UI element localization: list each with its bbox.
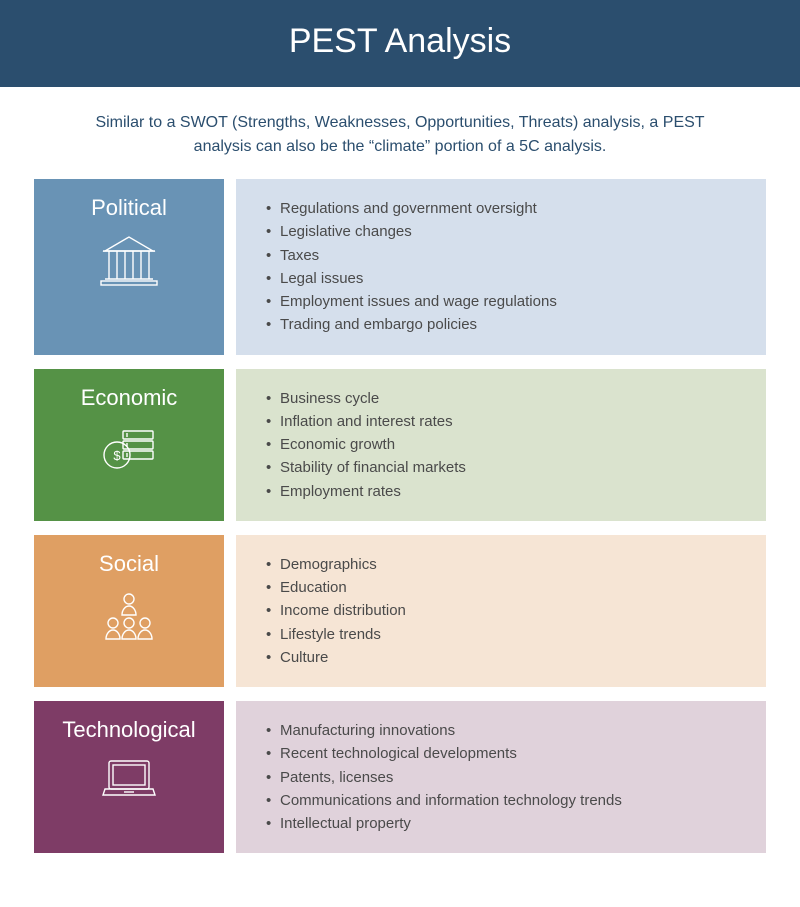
- list-item: Legal issues: [266, 267, 557, 290]
- row-political-list: Regulations and government oversight Leg…: [266, 197, 557, 337]
- list-item: Employment rates: [266, 480, 466, 503]
- list-item: Manufacturing innovations: [266, 719, 622, 742]
- subtitle-text: Similar to a SWOT (Strengths, Weaknesses…: [95, 114, 704, 155]
- row-social-label: Social: [99, 551, 159, 577]
- row-technological-left: Technological: [34, 701, 224, 853]
- row-social-left: Social: [34, 535, 224, 687]
- list-item: Trading and embargo policies: [266, 313, 557, 336]
- list-item: Regulations and government oversight: [266, 197, 557, 220]
- row-economic-label: Economic: [81, 385, 178, 411]
- laptop-icon: [97, 755, 161, 803]
- row-technological: Technological Manufacturing innovations …: [34, 701, 766, 853]
- list-item: Culture: [266, 646, 406, 669]
- row-social-right: Demographics Education Income distributi…: [236, 535, 766, 687]
- list-item: Demographics: [266, 553, 406, 576]
- list-item: Education: [266, 576, 406, 599]
- row-economic-left: Economic $: [34, 369, 224, 521]
- list-item: Income distribution: [266, 599, 406, 622]
- row-social-list: Demographics Education Income distributi…: [266, 553, 406, 669]
- svg-text:$: $: [113, 448, 121, 463]
- row-political-left: Political: [34, 179, 224, 355]
- list-item: Stability of financial markets: [266, 456, 466, 479]
- row-economic: Economic $ Business cycle Inflation and …: [34, 369, 766, 521]
- row-political: Political Regulations and governm: [34, 179, 766, 355]
- list-item: Patents, licenses: [266, 766, 622, 789]
- row-technological-label: Technological: [62, 717, 195, 743]
- row-political-label: Political: [91, 195, 167, 221]
- list-item: Communications and information technolog…: [266, 789, 622, 812]
- list-item: Legislative changes: [266, 220, 557, 243]
- row-technological-list: Manufacturing innovations Recent technol…: [266, 719, 622, 835]
- row-economic-list: Business cycle Inflation and interest ra…: [266, 387, 466, 503]
- list-item: Taxes: [266, 244, 557, 267]
- row-political-right: Regulations and government oversight Leg…: [236, 179, 766, 355]
- list-item: Recent technological developments: [266, 742, 622, 765]
- row-technological-right: Manufacturing innovations Recent technol…: [236, 701, 766, 853]
- list-item: Business cycle: [266, 387, 466, 410]
- list-item: Economic growth: [266, 433, 466, 456]
- page-subtitle: Similar to a SWOT (Strengths, Weaknesses…: [0, 87, 800, 179]
- page-header: PEST Analysis: [0, 0, 800, 87]
- row-economic-right: Business cycle Inflation and interest ra…: [236, 369, 766, 521]
- list-item: Employment issues and wage regulations: [266, 290, 557, 313]
- money-coin-stack-icon: $: [97, 423, 161, 475]
- list-item: Inflation and interest rates: [266, 410, 466, 433]
- category-rows: Political Regulations and governm: [0, 179, 800, 907]
- list-item: Lifestyle trends: [266, 623, 406, 646]
- row-social: Social Demographics Education Income di: [34, 535, 766, 687]
- people-group-icon: [97, 589, 161, 645]
- government-building-icon: [97, 233, 161, 289]
- list-item: Intellectual property: [266, 812, 622, 835]
- page-title: PEST Analysis: [289, 22, 511, 60]
